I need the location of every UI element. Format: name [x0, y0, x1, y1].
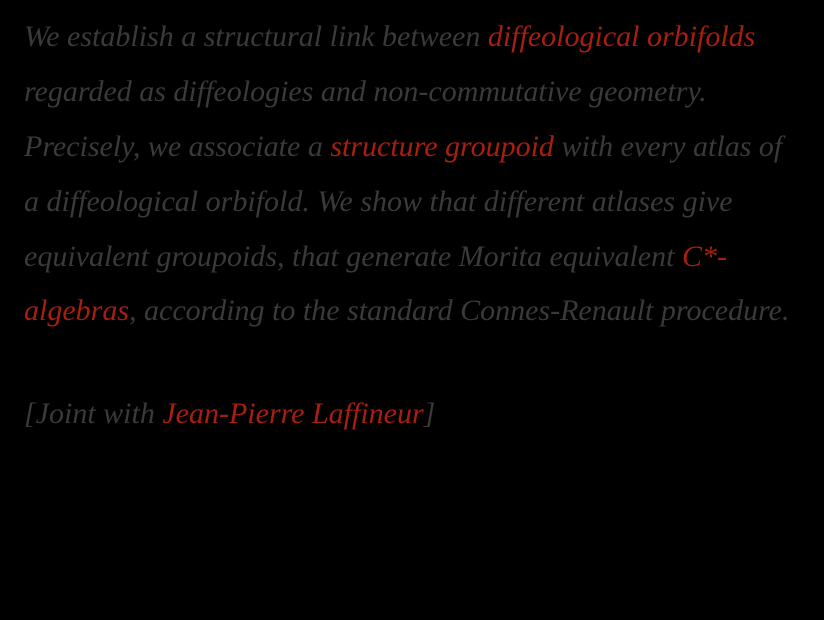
highlight-diffeological-orbifolds: diffeological orbifolds — [488, 20, 756, 53]
text-span: , according to the standard Connes-Renau… — [129, 294, 789, 327]
text-span: We establish a structural link between — [24, 20, 488, 53]
text-span: ] — [424, 397, 436, 430]
highlight-structure-groupoid: structure groupoid — [330, 130, 554, 163]
paragraph-2-attribution: [Joint with Jean-Pierre Laffineur] — [24, 387, 800, 442]
highlight-author-name: Jean-Pierre Laffineur — [162, 397, 423, 430]
paragraph-1: We establish a structural link between d… — [24, 10, 800, 339]
abstract-text-block: We establish a structural link between d… — [0, 0, 824, 620]
text-span: [Joint with — [24, 397, 162, 430]
